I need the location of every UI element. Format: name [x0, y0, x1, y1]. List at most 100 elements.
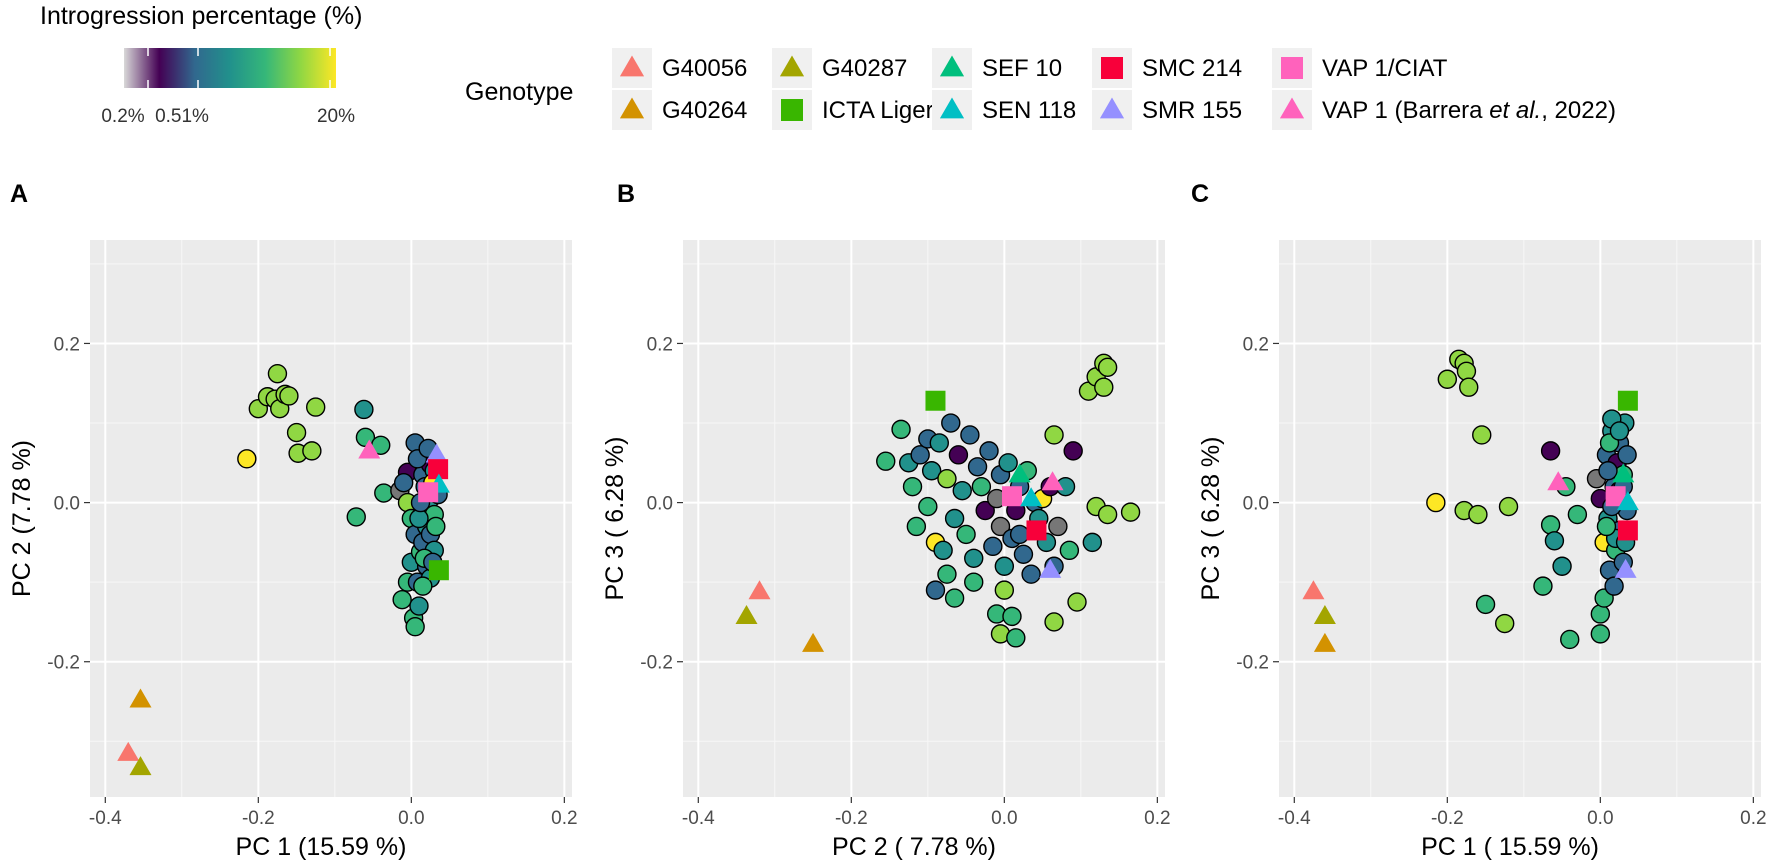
colorbar-tick-label: 0.2% — [101, 106, 144, 127]
genotype-legend-item: SMR 155 — [1092, 90, 1242, 130]
x-tick-label: -0.2 — [1431, 808, 1464, 829]
sample-point — [1472, 425, 1492, 445]
x-tick-label: 0.0 — [991, 808, 1017, 829]
x-tick-label: -0.4 — [682, 808, 715, 829]
sample-point — [413, 576, 433, 596]
sample-point — [392, 589, 412, 610]
genotype-marker — [1547, 471, 1570, 491]
sample-point — [964, 572, 984, 592]
sample-point — [876, 451, 896, 471]
sample-point — [1609, 421, 1630, 441]
x-tick-label: 0.0 — [1587, 808, 1613, 829]
genotype-marker — [425, 443, 448, 463]
genotype-marker — [1008, 463, 1031, 483]
data-layer — [735, 353, 1141, 652]
y-tick-label: 0.0 — [647, 494, 673, 515]
legend-key-triangle — [619, 97, 645, 119]
sample-point — [929, 433, 950, 453]
genotype-marker — [1026, 520, 1047, 541]
genotype-marker — [1313, 632, 1336, 652]
sample-point — [237, 449, 257, 469]
y-tick-label: -0.2 — [47, 653, 80, 674]
sample-point — [1552, 556, 1572, 576]
sample-point — [902, 476, 923, 497]
sample-point — [1604, 576, 1624, 596]
sample-point — [998, 453, 1018, 473]
sample-point — [925, 580, 946, 600]
sample-point — [1048, 516, 1068, 537]
sample-point — [944, 508, 965, 529]
genotype-marker — [1302, 580, 1325, 600]
sample-point — [1468, 504, 1488, 525]
x-axis-label: PC 1 ( 15.59 %) — [1421, 833, 1599, 861]
sample-point — [1009, 524, 1030, 545]
sample-point — [1097, 357, 1118, 378]
sample-point — [1617, 445, 1637, 465]
data-layer — [117, 363, 450, 776]
sample-point — [1426, 492, 1446, 513]
y-tick-label: 0.2 — [647, 334, 673, 355]
genotype-marker — [1616, 491, 1639, 511]
panel-b: B -0.4 -0.2 0.0 0.2 -0.2 0.0 0.2 PC 2 ( 7.78 %) P… — [601, 180, 1171, 861]
sample-point — [354, 399, 374, 420]
x-axis-label: PC 1 (15.59 %) — [236, 833, 407, 861]
genotype-marker — [358, 439, 381, 459]
sample-point — [948, 445, 969, 465]
sample-point — [409, 596, 429, 616]
sample-point — [975, 500, 995, 521]
data-layer — [1302, 349, 1639, 652]
sample-point — [1002, 606, 1022, 627]
panels: A -0.4 -0.2 0.0 0.2 -0.2 0.0 0.2 PC 1 (15.59 %) P… — [8, 180, 1767, 861]
sample-point — [302, 441, 322, 461]
sample-point — [405, 617, 425, 637]
sample-point — [1013, 544, 1034, 565]
genotype-legend-label: SEF 10 — [982, 55, 1062, 82]
sample-point — [1540, 515, 1561, 535]
sample-point — [1437, 369, 1458, 389]
genotype-marker — [1039, 558, 1062, 578]
plot-background — [90, 240, 572, 797]
genotype-marker — [735, 604, 758, 624]
genotype-legend-title: Genotype — [465, 78, 573, 106]
y-axis-label: PC 3 ( 6.28 %) — [1197, 437, 1225, 601]
sample-point — [1598, 461, 1618, 481]
colorbar-legend: Introgression percentage (%) 0.2% 0.51% … — [40, 2, 362, 127]
genotype-legend-label: VAP 1/CIAT — [1322, 55, 1448, 82]
legend-key-triangle — [939, 55, 965, 77]
y-axis-label: PC 3 ( 6.28 %) — [601, 437, 629, 601]
x-axis-label: PC 2 ( 7.78 %) — [832, 833, 996, 861]
genotype-legend-label: G40287 — [822, 55, 907, 82]
sample-point — [346, 507, 366, 527]
genotype-legend-label: SMR 155 — [1142, 97, 1242, 124]
genotype-marker — [1605, 486, 1626, 507]
panel-c: C -0.4 -0.2 0.0 0.2 -0.2 0.0 0.2 PC 1 ( 15.59 %)… — [1191, 180, 1767, 861]
sample-point — [990, 516, 1011, 537]
genotype-marker — [925, 390, 946, 411]
colorbar-tick-label: 20% — [317, 106, 355, 127]
sample-point — [393, 472, 414, 493]
sample-point — [967, 457, 988, 477]
plot-background — [1279, 240, 1761, 797]
panel-label: A — [10, 180, 28, 208]
genotype-legend-item: G40056 — [612, 48, 747, 88]
sample-point — [1082, 532, 1103, 553]
sample-point — [964, 548, 984, 568]
legend-key-triangle — [939, 97, 965, 119]
sample-point — [933, 540, 953, 561]
genotype-legend-item: VAP 1 (Barrera et al., 2022) — [1272, 90, 1616, 130]
y-tick-label: 0.2 — [54, 334, 80, 355]
sample-point — [1063, 441, 1083, 461]
x-tick-label: -0.2 — [835, 808, 868, 829]
x-tick-label: -0.4 — [89, 808, 122, 829]
legend-key-square — [781, 99, 803, 121]
sample-point — [286, 422, 307, 443]
genotype-marker — [1614, 558, 1637, 578]
sample-point — [1533, 576, 1553, 596]
sample-point — [910, 445, 930, 465]
genotype-legend-label: ICTA Ligero — [822, 97, 947, 124]
sample-point — [994, 556, 1015, 576]
sample-point — [1544, 531, 1565, 551]
sample-point — [1590, 604, 1611, 624]
genotype-marker — [428, 459, 449, 480]
genotype-legend-item: VAP 1/CIAT — [1272, 48, 1448, 88]
